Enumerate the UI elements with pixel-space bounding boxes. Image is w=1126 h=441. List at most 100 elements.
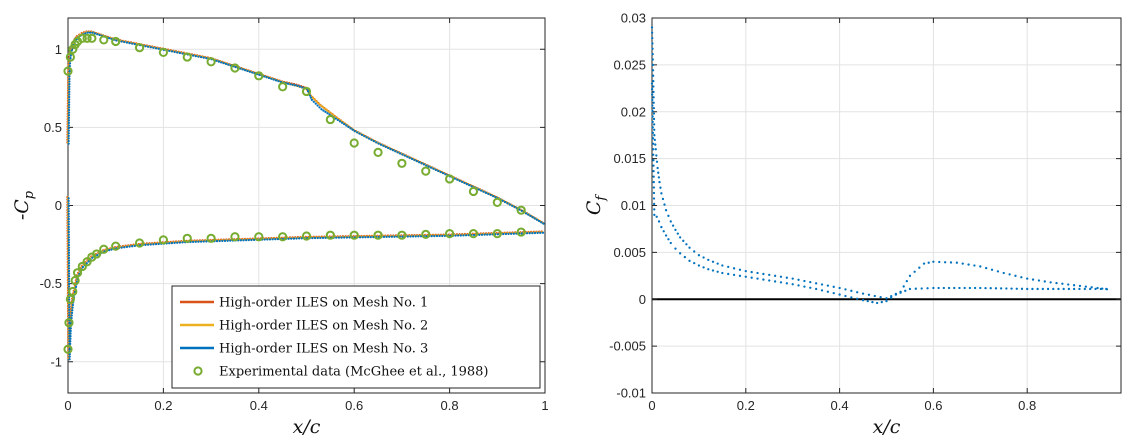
cf-point [662,230,665,233]
series-3-point [168,242,171,245]
series-3-point [229,239,232,242]
series-2-point [321,105,325,109]
legend-marker [193,366,203,376]
cf-point [1099,287,1103,291]
experimental-point [77,33,87,43]
series-3-point [343,236,346,239]
series-3-point [115,39,118,42]
cf-point [674,228,677,232]
cf-point [750,270,753,274]
cf-point [651,53,654,56]
experimental-point [111,241,121,251]
series-3-point [67,249,71,252]
series-3-point [377,235,380,239]
experimental-point [65,52,75,62]
series-3-point [311,236,314,240]
series-3-point [425,164,428,167]
cf-point [655,215,658,218]
experimental-point [349,230,359,240]
series-3-point [531,231,534,235]
series-3-point [531,216,534,219]
cf-point [913,270,916,273]
series-2-point [312,96,315,100]
series-3-point [202,56,205,59]
cf-point [850,289,853,292]
series-3-point [67,137,70,140]
series-3-point [358,236,362,239]
cf-point [661,197,665,201]
series-3-point [326,112,329,115]
series-3-point [74,285,78,288]
series-2-point [327,110,331,113]
series-3-point [93,32,96,35]
series-3-point [480,189,483,192]
experimental-point [516,227,526,237]
series-3-point [338,120,342,123]
experimental-point [230,232,240,242]
cf-point [652,117,656,121]
x-tick-label: 0 [64,398,71,413]
series-3-point [131,42,134,45]
series-3-point [194,240,197,243]
series-3-point [277,79,280,83]
cf-point [663,203,666,206]
series-3-point [123,40,126,44]
cf-point [651,109,654,113]
series-3-point [263,75,266,78]
cf-point [938,260,941,264]
series-3-point [181,241,184,244]
cf-point [844,294,847,298]
series-3-point [427,165,430,168]
cf-point [937,286,940,290]
series-3-point [441,234,444,238]
cf-point [671,224,675,227]
series-3-point [67,207,70,210]
series-3-point [320,108,323,111]
cf-point [652,159,655,162]
series-3-point [456,178,459,181]
experimental-point [492,197,502,207]
experimental-point [206,57,216,67]
series-3-point [67,197,70,200]
series-2-point [317,102,321,105]
cf-point [653,208,656,211]
series-3-point [528,232,531,235]
cf-point [657,176,661,179]
series-3-point [67,246,71,249]
cf-point [1057,287,1060,291]
series-3-point [96,33,99,36]
cf-point [1026,287,1029,291]
cf-point [667,238,670,241]
series-3-point [178,241,182,244]
series-3-point [390,235,394,238]
experimental-point [254,232,264,242]
series-3-point [247,238,250,242]
series-3-point [411,235,415,238]
y-tick-label: 0.01 [621,198,646,213]
series-3-point [248,70,252,73]
series-3-point [266,238,269,241]
experimental-point [182,233,192,243]
experimental-point [68,286,78,297]
cf-point [1005,287,1008,290]
series-2-point [325,109,329,112]
legend-label: High-order ILES on Mesh No. 1 [219,296,428,311]
series-3-point [242,239,245,242]
series-3-point [527,213,530,216]
cf-point [968,286,972,290]
cf-point [651,104,654,107]
series-3-point [176,241,179,244]
cf-point [803,285,806,288]
series-3-point [128,245,131,248]
series-3-point [223,239,227,242]
series-3-point [470,185,473,188]
series-3-point [345,236,348,239]
series-3-point [173,50,176,54]
series-3-point [296,84,299,87]
cf-point [990,268,994,271]
cf-point [1020,287,1024,290]
series-3-point [144,243,147,246]
cf-point [650,87,654,91]
cf-point [773,280,777,283]
series-3-point [513,205,516,209]
